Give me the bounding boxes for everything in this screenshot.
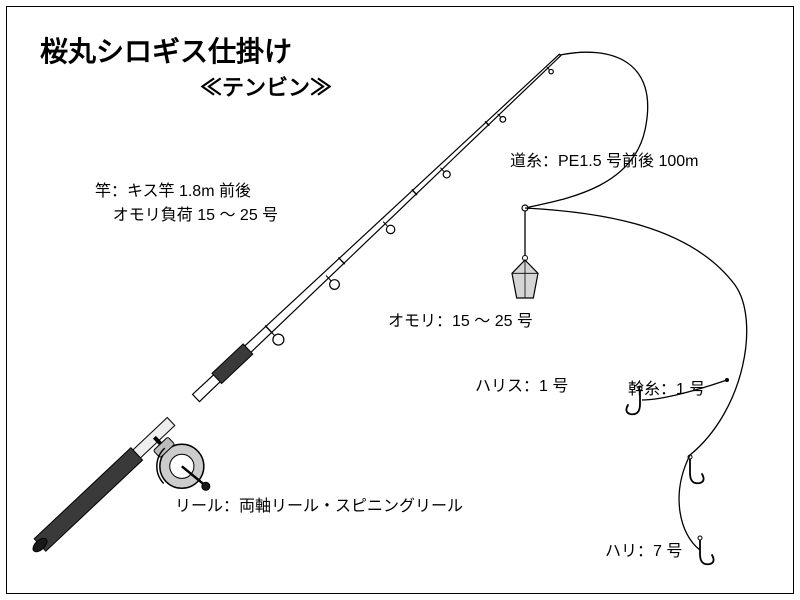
label-rod-line1: 竿：キス竿 1.8m 前後 — [95, 183, 251, 200]
label-reel: リール：両軸リール・スピニングリール — [175, 495, 463, 519]
label-main-line: 道糸：PE1.5 号前後 100m — [510, 150, 699, 174]
label-miki-ito: 幹糸：1 号 — [628, 378, 705, 402]
label-hari: ハリ：7 号 — [605, 540, 682, 564]
label-rod: 竿：キス竿 1.8m 前後 オモリ負荷 15 ～ 25 号 — [95, 180, 278, 228]
label-harisu: ハリス：1 号 — [475, 375, 568, 399]
label-sinker: オモリ：15 ～ 25 号 — [388, 310, 533, 334]
label-rod-line2: オモリ負荷 15 ～ 25 号 — [113, 207, 278, 224]
